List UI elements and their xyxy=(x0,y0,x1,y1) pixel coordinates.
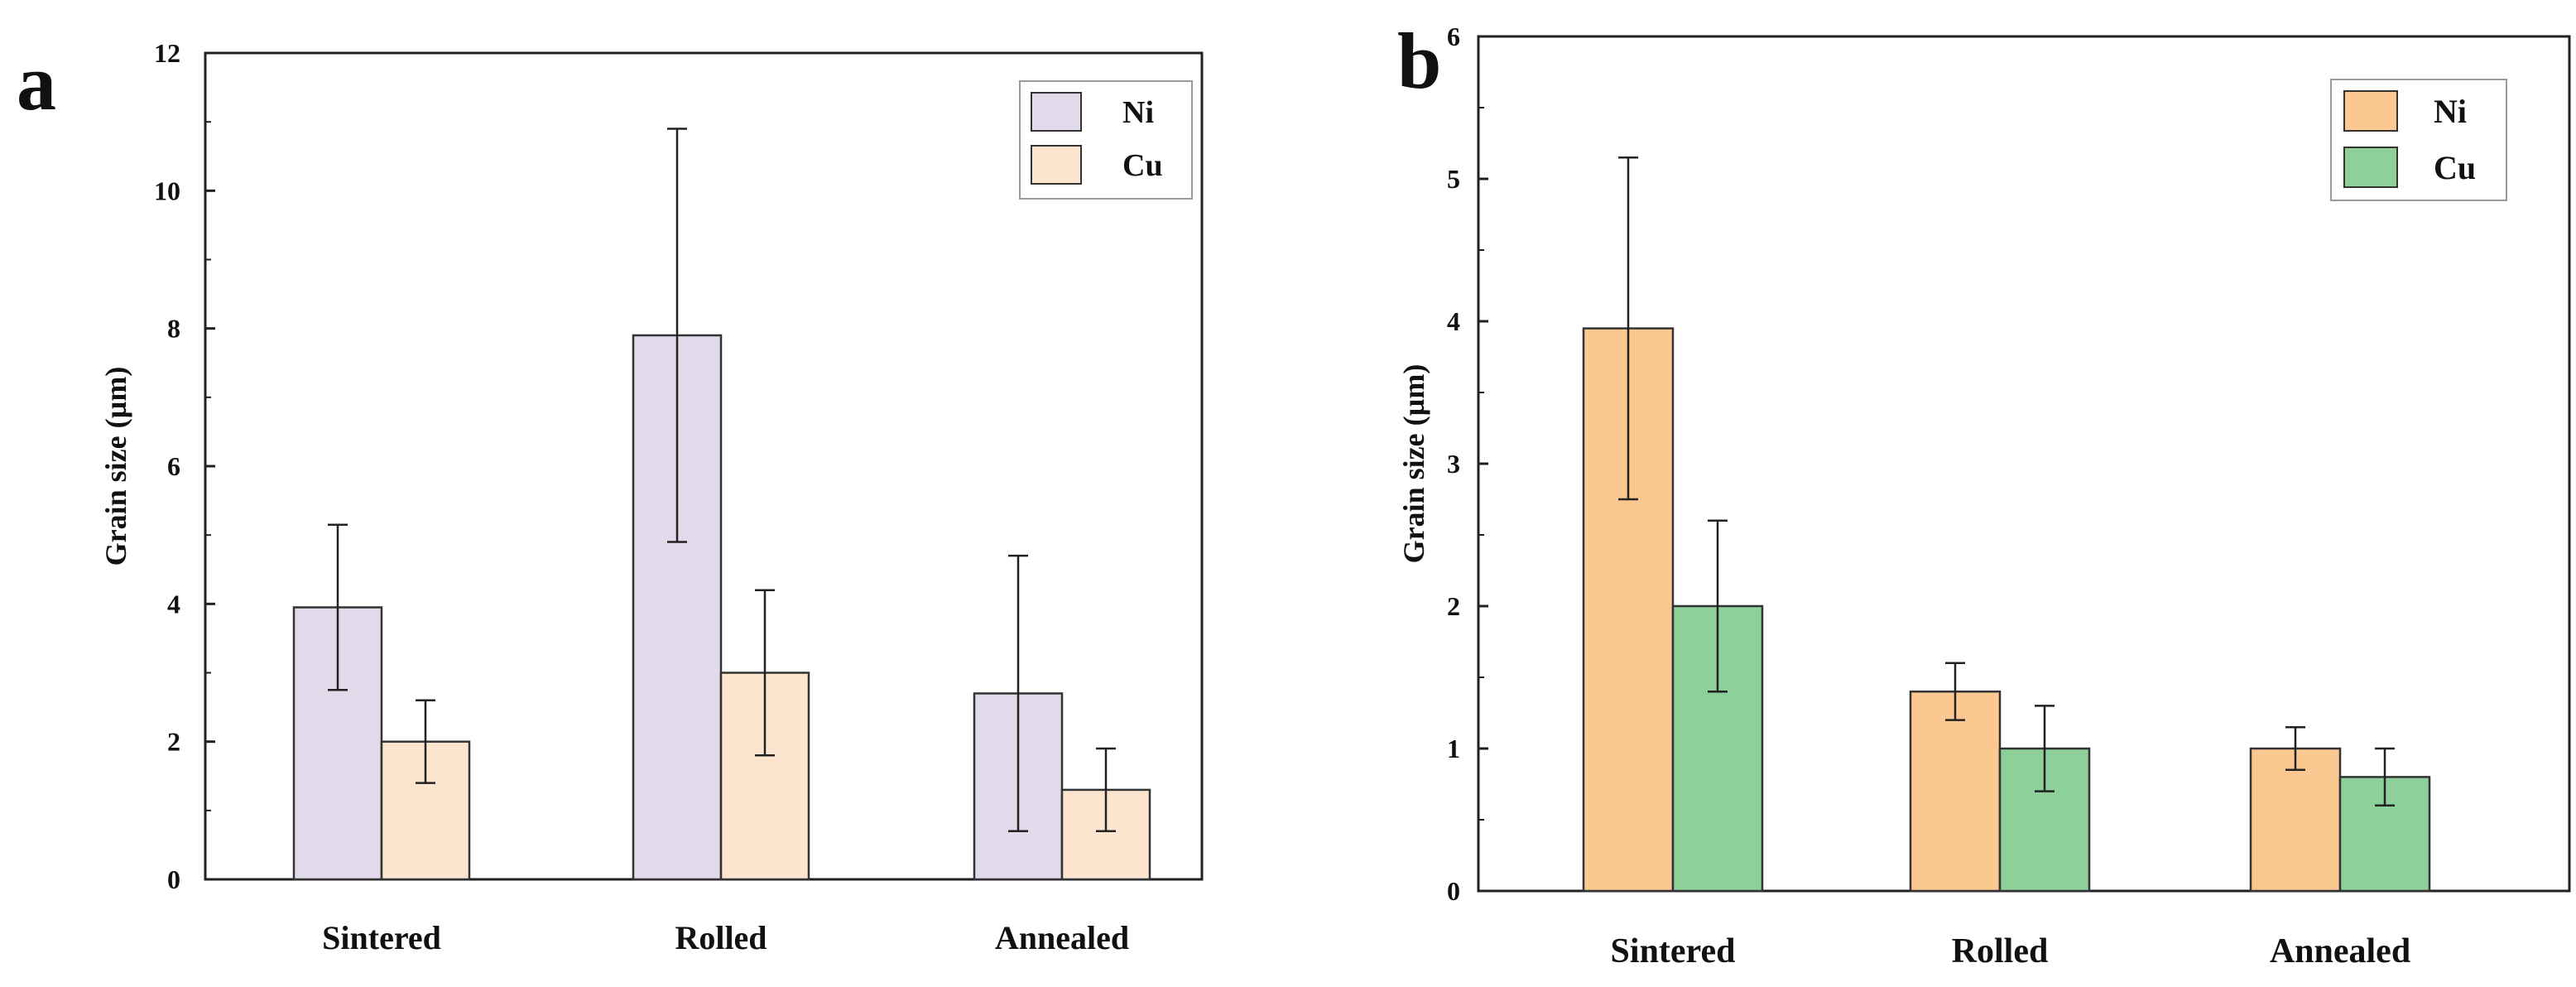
y-tick-label: 0 xyxy=(167,864,180,894)
error-bar-ni-sintered xyxy=(1618,156,1638,501)
panel-a-legend-label-ni: Ni xyxy=(1122,95,1154,130)
error-bar-ni-sintered xyxy=(328,523,348,691)
panel-b-legend-label-cu: Cu xyxy=(2434,149,2476,186)
panel-b-x-ticks: Sintered Rolled Annealed xyxy=(1611,881,2410,970)
error-bar-ni-rolled xyxy=(1945,662,1965,721)
panel-a: a Grain size (µm) 0 2 4 6 8 10 12 Sintered Roll… xyxy=(17,38,1204,956)
panel-a-legend-swatch-cu xyxy=(1031,145,1082,185)
panel-a-legend-label-cu: Cu xyxy=(1122,148,1163,183)
y-tick-label: 2 xyxy=(1447,591,1460,621)
y-tick-label: 10 xyxy=(154,176,180,205)
x-tick-label-annealed: Annealed xyxy=(2270,932,2410,970)
error-bar-ni-annealed xyxy=(2285,725,2305,772)
y-tick-label: 4 xyxy=(167,589,180,619)
panel-a-y-axis-label: Grain size (µm) xyxy=(99,367,132,566)
panel-b-legend-swatch-ni xyxy=(2343,90,2398,132)
panel-a-label: a xyxy=(17,38,56,127)
panel-a-x-ticks: Sintered Rolled Annealed xyxy=(322,869,1129,956)
error-bar-ni-rolled xyxy=(667,128,687,543)
panel-a-legend: Ni Cu xyxy=(1019,80,1193,200)
error-bar-ni-annealed xyxy=(1008,554,1028,833)
x-tick-label-sintered: Sintered xyxy=(322,919,441,956)
x-tick-label-annealed: Annealed xyxy=(995,919,1129,956)
panel-b-legend-label-ni: Ni xyxy=(2434,93,2467,130)
y-tick-label: 6 xyxy=(1447,22,1460,51)
panel-a-legend-swatch-ni xyxy=(1031,92,1082,132)
y-tick-label: 1 xyxy=(1447,734,1460,763)
x-tick-label-rolled: Rolled xyxy=(1952,932,2049,970)
panel-b-bars xyxy=(1582,327,2431,893)
panel-b-error-bars xyxy=(1618,156,2395,807)
error-bar-cu-annealed xyxy=(1096,747,1116,833)
error-bar-cu-annealed xyxy=(2375,747,2395,807)
error-bar-cu-sintered xyxy=(1708,519,1728,693)
bar-ni-annealed xyxy=(2249,747,2342,893)
y-tick-label: 2 xyxy=(167,727,180,757)
y-tick-label: 0 xyxy=(1447,876,1460,906)
bar-ni-rolled xyxy=(1909,690,2002,893)
panel-b-y-axis-label: Grain size (µm) xyxy=(1397,364,1430,564)
y-tick-label: 3 xyxy=(1447,449,1460,479)
panel-a-bars xyxy=(292,334,1151,881)
panel-a-y-ticks: 0 2 4 6 8 10 12 xyxy=(154,38,215,894)
x-tick-label-rolled: Rolled xyxy=(675,919,767,956)
panel-b-y-ticks: 0 1 2 3 4 5 6 xyxy=(1447,22,1488,906)
y-tick-label: 12 xyxy=(154,38,180,68)
panel-b-label: b xyxy=(1397,17,1441,105)
error-bar-cu-sintered xyxy=(416,699,435,784)
panel-b: b Grain size (µm) 0 1 2 3 4 5 6 Sintered Rolled… xyxy=(1397,17,2571,970)
error-bar-cu-rolled xyxy=(755,589,775,757)
y-tick-label: 8 xyxy=(167,314,180,344)
y-tick-label: 6 xyxy=(167,451,180,481)
panel-a-error-bars xyxy=(328,128,1116,833)
x-tick-label-sintered: Sintered xyxy=(1611,932,1736,970)
y-tick-label: 5 xyxy=(1447,164,1460,194)
error-bar-cu-rolled xyxy=(2035,705,2055,792)
panel-b-legend: Ni Cu xyxy=(2330,79,2507,201)
y-tick-label: 4 xyxy=(1447,306,1460,336)
panel-b-legend-swatch-cu xyxy=(2343,147,2398,188)
